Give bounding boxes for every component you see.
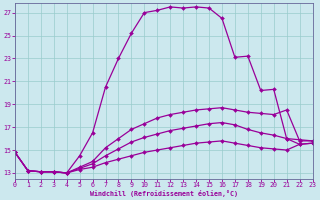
X-axis label: Windchill (Refroidissement éolien,°C): Windchill (Refroidissement éolien,°C)	[90, 190, 238, 197]
